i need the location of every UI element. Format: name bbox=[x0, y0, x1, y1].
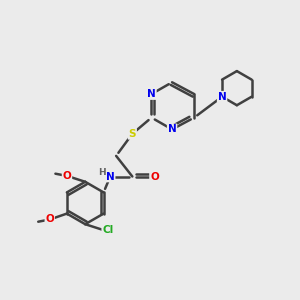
Text: N: N bbox=[218, 92, 226, 102]
Text: N: N bbox=[168, 124, 176, 134]
Text: O: O bbox=[45, 214, 54, 224]
Text: N: N bbox=[147, 89, 156, 99]
Text: S: S bbox=[129, 129, 136, 139]
Text: N: N bbox=[106, 172, 115, 182]
Text: Cl: Cl bbox=[102, 225, 113, 235]
Text: O: O bbox=[150, 172, 159, 182]
Text: H: H bbox=[98, 168, 106, 177]
Text: O: O bbox=[63, 171, 71, 181]
